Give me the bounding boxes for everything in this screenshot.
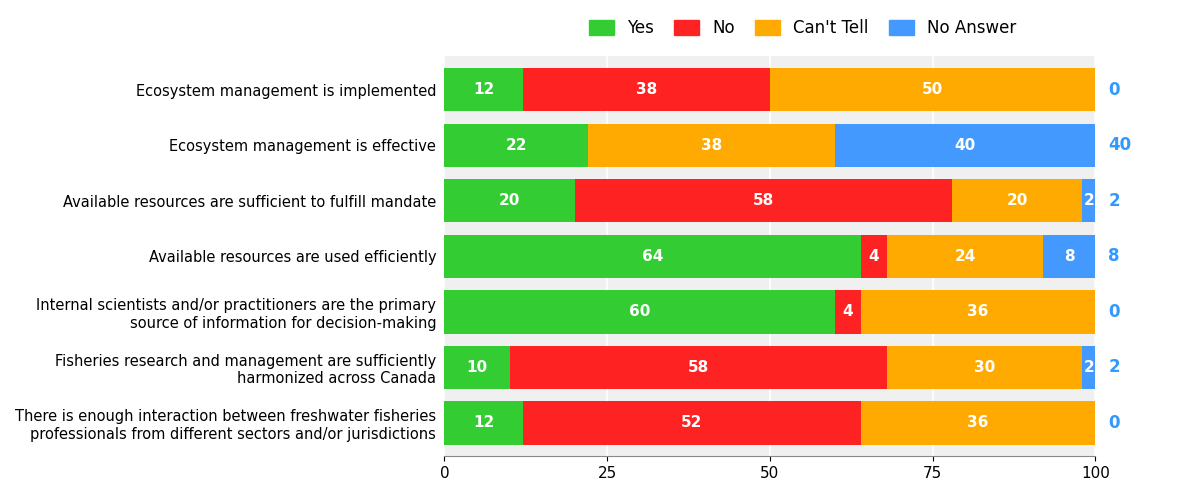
Text: 64: 64 <box>642 249 664 264</box>
Text: 58: 58 <box>752 193 774 208</box>
Bar <box>575 179 952 222</box>
Text: 8: 8 <box>1109 248 1120 265</box>
Text: 8: 8 <box>1064 249 1074 264</box>
Bar <box>444 290 835 333</box>
Bar <box>835 290 860 333</box>
Text: 20: 20 <box>1007 193 1028 208</box>
Bar <box>770 68 1096 111</box>
Bar <box>444 68 522 111</box>
Bar <box>860 290 1096 333</box>
Text: 38: 38 <box>701 138 722 153</box>
Text: 60: 60 <box>629 305 650 319</box>
Text: 0: 0 <box>1109 81 1120 99</box>
Text: 24: 24 <box>954 249 976 264</box>
Bar <box>887 346 1082 389</box>
Bar <box>952 179 1082 222</box>
Text: 30: 30 <box>974 360 995 375</box>
Text: 40: 40 <box>954 138 976 153</box>
Bar <box>860 401 1096 444</box>
Text: 2: 2 <box>1109 192 1120 210</box>
Text: 36: 36 <box>967 305 989 319</box>
Text: 10: 10 <box>467 360 487 375</box>
Text: 0: 0 <box>1109 303 1120 321</box>
Bar <box>510 346 887 389</box>
Bar <box>444 346 510 389</box>
Bar <box>444 179 575 222</box>
Text: 20: 20 <box>499 193 521 208</box>
Bar <box>522 68 770 111</box>
Bar <box>444 401 522 444</box>
Bar <box>444 235 860 278</box>
Bar <box>522 401 860 444</box>
Bar <box>887 235 1043 278</box>
Bar <box>588 124 835 167</box>
Text: 12: 12 <box>473 416 494 431</box>
Text: 12: 12 <box>473 82 494 97</box>
Bar <box>1082 346 1096 389</box>
Text: 22: 22 <box>505 138 527 153</box>
Text: 2: 2 <box>1084 360 1094 375</box>
Text: 40: 40 <box>1109 136 1132 154</box>
Bar <box>444 124 588 167</box>
Bar <box>1082 179 1096 222</box>
Text: 0: 0 <box>1109 414 1120 432</box>
Bar <box>1043 235 1096 278</box>
Text: 38: 38 <box>636 82 656 97</box>
Text: 2: 2 <box>1109 359 1120 376</box>
Text: 50: 50 <box>922 82 943 97</box>
Text: 4: 4 <box>869 249 880 264</box>
Text: 4: 4 <box>842 305 853 319</box>
Text: 58: 58 <box>688 360 709 375</box>
Legend: Yes, No, Can't Tell, No Answer: Yes, No, Can't Tell, No Answer <box>582 13 1022 44</box>
Bar <box>860 235 887 278</box>
Text: 36: 36 <box>967 416 989 431</box>
Bar <box>835 124 1096 167</box>
Text: 52: 52 <box>682 416 702 431</box>
Text: 2: 2 <box>1084 193 1094 208</box>
